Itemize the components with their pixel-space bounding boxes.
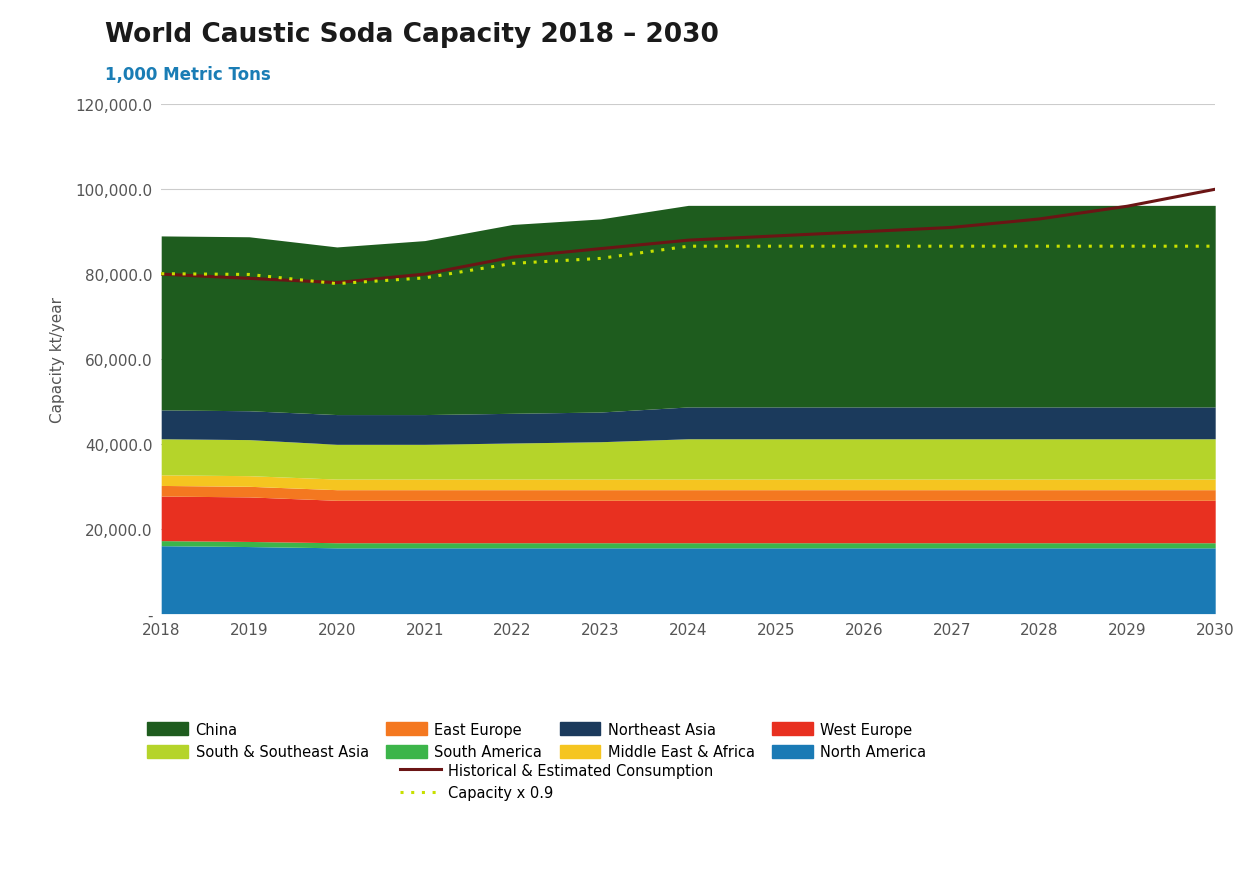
- Y-axis label: Capacity kt/year: Capacity kt/year: [50, 296, 64, 423]
- Text: 1,000 Metric Tons: 1,000 Metric Tons: [105, 66, 272, 84]
- Legend: Historical & Estimated Consumption, Capacity x 0.9: Historical & Estimated Consumption, Capa…: [401, 763, 714, 800]
- Text: World Caustic Soda Capacity 2018 – 2030: World Caustic Soda Capacity 2018 – 2030: [105, 22, 719, 48]
